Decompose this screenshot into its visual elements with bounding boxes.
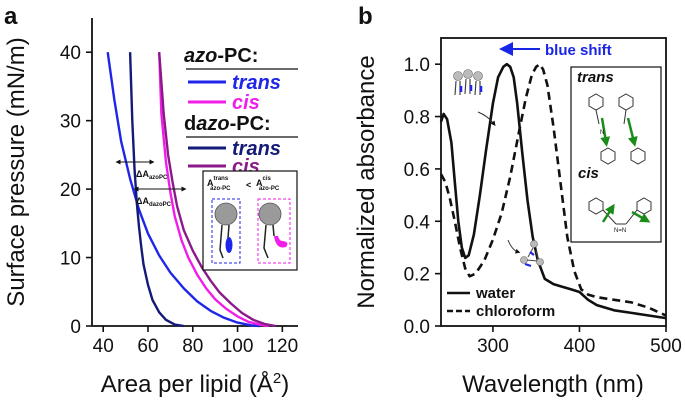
panel-a-x-ticks: 40 60 80 100 120 (93, 326, 298, 357)
panel-a-x-tick-label-2: 80 (182, 336, 203, 357)
panel-b-y-tick-label-0: 0.0 (404, 317, 430, 338)
panel-a-x-tick-label-1: 60 (137, 336, 158, 357)
panel-b-x-tick-label-1: 400 (564, 336, 596, 357)
series-line-azo-pc-cis (158, 52, 270, 328)
legend-azo-trans-label: trans (232, 72, 281, 94)
panel-a-x-tick-label-4: 120 (266, 336, 298, 357)
delta-a-azo-annotation: ΔAazoPC (115, 159, 168, 181)
panel-b-x-ticks: 300 400 500 (477, 326, 682, 357)
panel-b-series (439, 62, 667, 320)
panel-b-legend: water chloroform (447, 285, 555, 320)
panel-b-frame (440, 37, 667, 327)
cis-azo-tail (274, 236, 288, 248)
svg-text:N: N (600, 130, 604, 136)
panel-a-molecule-inset: Atrans azo-PC < Acis azo-PC (202, 170, 298, 271)
panel-a-series (106, 52, 276, 328)
svg-text:N=N: N=N (614, 228, 626, 234)
inset-cis-label: cis (578, 165, 599, 182)
monomer-pictogram (507, 239, 544, 268)
panel-a-legend: azo-PC: trans cis dazo-PC: trans cis (184, 45, 298, 178)
panel-a-y-label: Surface pressure (mN/m) (3, 37, 30, 306)
panel-b-x-tick-label-2: 500 (650, 336, 682, 357)
series-line-azo-pc-trans (106, 52, 260, 328)
svg-text:ΔAazoPC: ΔAazoPC (136, 169, 168, 181)
panel-a-x-tick-label-3: 100 (222, 336, 254, 357)
panel-a-y-tick-label-2: 20 (60, 180, 81, 201)
panel-b-x-label: Wavelength (nm) (462, 371, 644, 398)
legend-azo-pc-header: azo-PC: (184, 45, 258, 67)
trans-azo-tail (225, 237, 233, 253)
trans-lipid-head (214, 202, 238, 226)
panel-b-y-tick-label-4: 0.8 (404, 108, 430, 129)
inset-trans-label: trans (577, 69, 614, 86)
panel-b-y-tick-label-1: 0.2 (404, 265, 430, 286)
panel-a-x-label: Area per lipid (Å2) (101, 370, 289, 398)
svg-text:<: < (246, 180, 251, 190)
panel-a-y-tick-label-4: 40 (60, 43, 81, 64)
panel-b-y-label: Normalized absorbance (353, 55, 380, 308)
panel-b-y-ticks: 0.0 0.2 0.4 0.6 0.8 1.0 (404, 55, 441, 338)
panel-a-y-ticks: 0 10 20 30 40 (60, 43, 92, 338)
panel-b-y-tick-label-2: 0.4 (404, 212, 431, 233)
panel-b: b 300 400 500 0.0 0.2 0.4 0.6 0.8 1.0 Normalize… (353, 3, 682, 398)
panel-a-y-tick-label-3: 30 (60, 112, 81, 133)
legend-azo-cis-label: cis (232, 92, 260, 114)
panel-a-y-tick-label-1: 10 (60, 249, 81, 270)
panel-a-y-tick-label-0: 0 (70, 317, 81, 338)
panel-b-y-tick-label-3: 0.6 (404, 160, 430, 181)
legend-dazo-trans-label: trans (232, 138, 281, 160)
panel-b-y-tick-label-5: 1.0 (404, 55, 430, 76)
panel-b-label: b (358, 3, 373, 30)
trans-azobenzene-structure (588, 93, 646, 165)
svg-text:blue shift: blue shift (545, 42, 612, 59)
series-line-chloroform (439, 62, 667, 317)
cis-lipid-head (258, 202, 282, 226)
series-line-dazo-pc-trans (128, 52, 184, 328)
svg-text:ΔAdazoPC: ΔAdazoPC (136, 196, 172, 208)
series-line-water (439, 62, 667, 320)
legend-water-label: water (475, 285, 515, 302)
panel-a-x-tick-label-0: 40 (93, 336, 114, 357)
legend-chloroform-label: chloroform (476, 303, 555, 320)
aggregate-pictogram (453, 69, 496, 126)
legend-dazo-pc-header: dazo-PC: (184, 113, 271, 135)
delta-a-dazo-annotation: ΔAdazoPC (133, 186, 187, 208)
series-line-dazo-pc-cis (158, 52, 276, 328)
panel-b-isomer-inset: trans N cis N=N (570, 66, 662, 243)
panel-a-label: a (4, 3, 18, 30)
panel-a: a 40 60 80 100 120 0 10 20 30 40 Surface pressur… (3, 3, 298, 398)
panel-b-x-tick-label-0: 300 (477, 336, 509, 357)
blue-shift-annotation: blue shift (499, 42, 612, 59)
